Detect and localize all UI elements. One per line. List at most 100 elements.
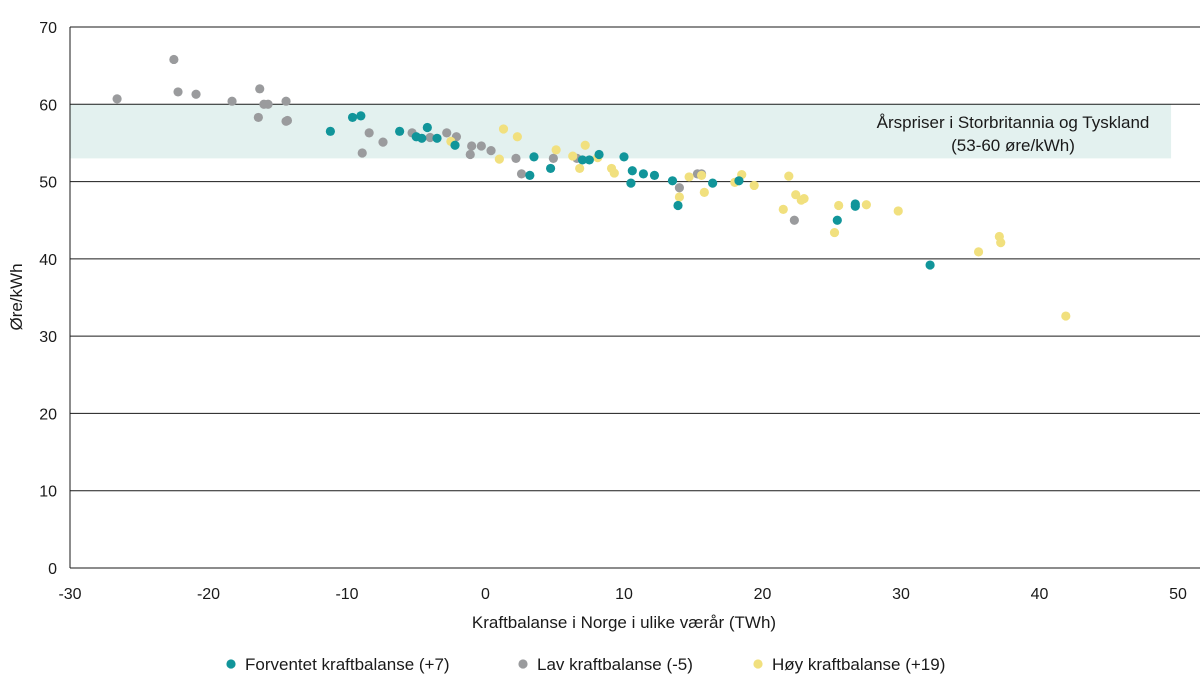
data-point — [494, 154, 504, 164]
data-point — [861, 200, 871, 210]
data-point — [996, 238, 1006, 248]
legend-label: Høy kraftbalanse (+19) — [772, 655, 945, 674]
data-point — [364, 128, 374, 138]
x-tick-labels: -30 -20 -10 0 10 20 30 40 50 — [58, 586, 1187, 603]
y-tick-label: 50 — [39, 175, 57, 192]
data-points — [112, 54, 1071, 321]
data-point — [1061, 311, 1071, 321]
x-tick-label: 10 — [615, 586, 633, 603]
data-point — [476, 141, 486, 151]
data-point — [525, 170, 535, 180]
data-point — [325, 126, 335, 136]
data-point — [498, 124, 509, 134]
data-point — [568, 151, 578, 161]
data-point — [749, 180, 759, 191]
data-point — [281, 96, 291, 106]
data-point — [486, 146, 496, 156]
data-point — [673, 200, 683, 211]
band-label-line1: Årspriser i Storbritannia og Tyskland — [877, 113, 1150, 132]
data-point — [347, 112, 358, 123]
data-point — [829, 227, 840, 238]
x-tick-label: 0 — [481, 586, 490, 603]
data-point — [973, 247, 984, 257]
data-point — [255, 84, 265, 94]
data-point — [253, 112, 263, 123]
y-tick-label: 20 — [39, 406, 57, 423]
data-point — [465, 149, 475, 160]
x-tick-label: 40 — [1031, 586, 1049, 603]
data-point — [511, 153, 521, 163]
data-point — [799, 193, 809, 204]
legend-marker — [518, 659, 528, 669]
data-point — [442, 128, 452, 138]
data-point — [594, 149, 604, 160]
band-label-line2: (53-60 øre/kWh) — [951, 136, 1075, 155]
x-tick-label: 20 — [754, 586, 772, 603]
data-point — [577, 155, 588, 165]
data-point — [627, 166, 637, 176]
data-point — [545, 163, 556, 174]
data-point — [619, 152, 629, 162]
data-point — [832, 215, 842, 225]
data-point — [432, 133, 442, 143]
data-point — [667, 176, 678, 186]
y-tick-label: 0 — [48, 561, 57, 578]
data-point — [789, 215, 799, 225]
data-point — [580, 140, 590, 150]
legend-label: Lav kraftbalanse (-5) — [537, 655, 693, 674]
data-point — [282, 115, 293, 126]
x-tick-label: -20 — [197, 586, 220, 603]
x-tick-label: -10 — [335, 586, 358, 603]
data-point — [696, 170, 707, 180]
y-tick-labels: 0 10 20 30 40 50 60 70 — [39, 20, 57, 578]
y-axis-label: Øre/kWh — [7, 263, 26, 330]
data-point — [425, 132, 435, 143]
y-tick-label: 10 — [39, 484, 57, 501]
data-point — [378, 137, 388, 147]
data-point — [638, 169, 648, 179]
data-point — [548, 153, 558, 163]
data-point — [778, 204, 788, 214]
y-tick-label: 30 — [39, 329, 57, 346]
data-point — [708, 178, 718, 188]
data-point — [674, 183, 685, 193]
data-point — [699, 187, 709, 197]
y-tick-label: 40 — [39, 252, 57, 269]
data-point — [263, 99, 273, 109]
legend-marker — [226, 659, 236, 669]
data-point — [417, 133, 427, 143]
data-point — [173, 87, 183, 97]
x-axis-label: Kraftbalanse i Norge i ulike værår (TWh) — [472, 613, 776, 632]
data-point — [395, 126, 405, 136]
data-point — [834, 200, 844, 211]
data-point — [734, 176, 744, 186]
x-tick-label: -30 — [58, 586, 81, 603]
legend-marker — [753, 659, 763, 669]
y-tick-label: 70 — [39, 20, 57, 37]
data-point — [551, 145, 561, 155]
data-point — [450, 140, 460, 150]
data-point — [674, 192, 685, 202]
data-point — [649, 170, 660, 180]
data-point — [169, 54, 179, 65]
data-point — [516, 169, 527, 179]
data-point — [684, 172, 694, 182]
data-point — [356, 111, 366, 121]
data-point — [357, 148, 367, 158]
data-point — [850, 199, 860, 209]
data-point — [575, 163, 585, 174]
x-tick-label: 30 — [892, 586, 910, 603]
legend: Forventet kraftbalanse (+7) Lav kraftbala… — [226, 655, 945, 674]
y-tick-label: 60 — [39, 97, 57, 114]
legend-label: Forventet kraftbalanse (+7) — [245, 655, 450, 674]
data-point — [584, 155, 594, 165]
data-point — [925, 260, 935, 270]
data-point — [227, 96, 237, 106]
data-point — [529, 152, 539, 162]
data-point — [467, 141, 477, 151]
data-point — [609, 168, 619, 178]
data-point — [512, 132, 522, 142]
data-point — [191, 89, 201, 99]
data-point — [893, 206, 903, 216]
